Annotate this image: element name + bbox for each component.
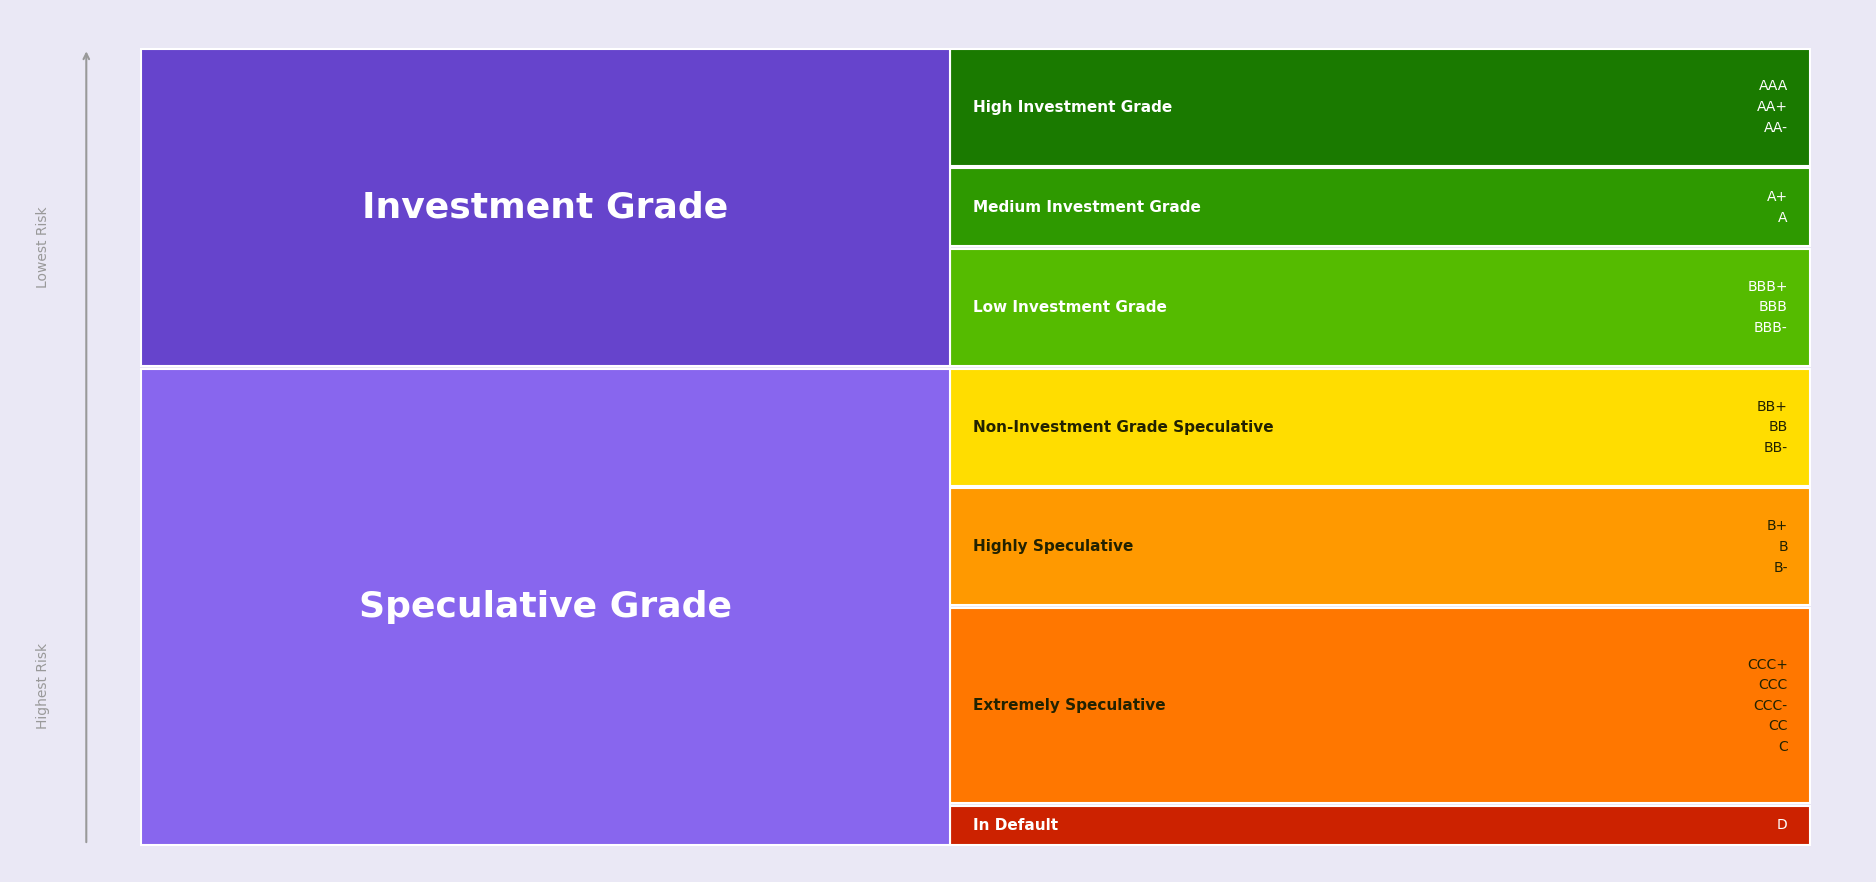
Text: Highest Risk: Highest Risk xyxy=(36,643,51,729)
Text: Speculative Grade: Speculative Grade xyxy=(358,590,732,624)
Text: A+
A: A+ A xyxy=(1767,190,1788,225)
Text: BB+
BB
BB-: BB+ BB BB- xyxy=(1758,400,1788,455)
Bar xyxy=(951,489,1810,605)
Bar xyxy=(141,369,951,845)
Text: Low Investment Grade: Low Investment Grade xyxy=(974,300,1167,315)
Bar xyxy=(141,49,951,366)
Text: AAA
AA+
AA-: AAA AA+ AA- xyxy=(1756,79,1788,135)
Text: Investment Grade: Investment Grade xyxy=(362,191,728,224)
Bar xyxy=(951,168,1810,246)
Text: Non-Investment Grade Speculative: Non-Investment Grade Speculative xyxy=(974,420,1274,435)
Bar xyxy=(951,369,1810,486)
Text: Extremely Speculative: Extremely Speculative xyxy=(974,699,1165,714)
Text: Lowest Risk: Lowest Risk xyxy=(36,206,51,288)
Bar xyxy=(951,49,1810,166)
Bar xyxy=(951,609,1810,804)
Bar xyxy=(951,249,1810,366)
Bar xyxy=(951,806,1810,845)
Text: In Default: In Default xyxy=(974,818,1058,833)
Text: Highly Speculative: Highly Speculative xyxy=(974,540,1133,555)
Text: B+
B
B-: B+ B B- xyxy=(1767,519,1788,574)
Text: CCC+
CCC
CCC-
CC
C: CCC+ CCC CCC- CC C xyxy=(1747,657,1788,754)
Text: Medium Investment Grade: Medium Investment Grade xyxy=(974,199,1201,215)
Text: BBB+
BBB
BBB-: BBB+ BBB BBB- xyxy=(1747,280,1788,335)
Text: High Investment Grade: High Investment Grade xyxy=(974,100,1172,115)
Text: D: D xyxy=(1777,818,1788,833)
